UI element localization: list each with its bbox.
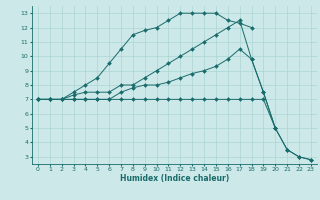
X-axis label: Humidex (Indice chaleur): Humidex (Indice chaleur): [120, 174, 229, 183]
